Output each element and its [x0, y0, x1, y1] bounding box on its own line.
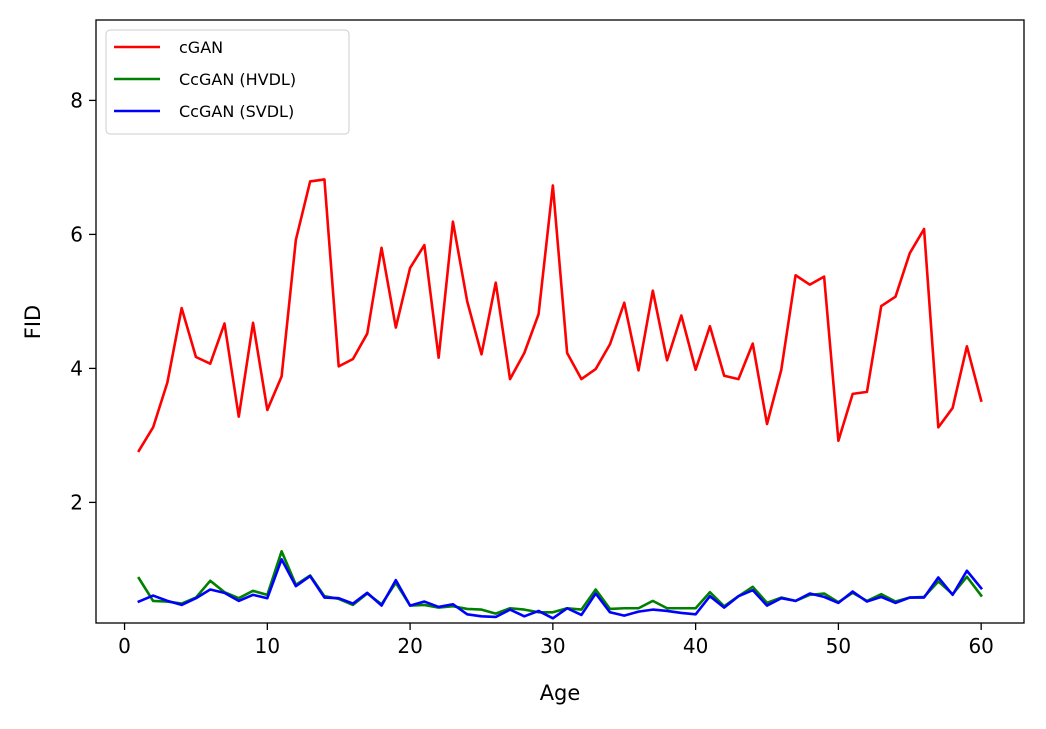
x-tick-label: 0	[118, 634, 131, 658]
plot-frame	[95, 19, 1025, 624]
x-tick-label: 40	[683, 634, 708, 658]
x-tick-label: 10	[255, 634, 280, 658]
x-tick-label: 20	[397, 634, 422, 658]
y-tick-label: 8	[70, 88, 83, 112]
series-layer	[137, 178, 983, 620]
y-tick-label: 2	[70, 490, 83, 514]
x-tick-label: 50	[826, 634, 851, 658]
y-axis: 2 4 6 8	[70, 88, 96, 514]
series-line-2	[137, 558, 983, 620]
x-tick-label: 60	[968, 634, 993, 658]
legend-label: cGAN	[179, 38, 223, 57]
y-tick-label: 4	[70, 356, 83, 380]
x-axis: 0 10 20 30 40 50 60	[118, 623, 994, 658]
legend-label: CcGAN (SVDL)	[179, 102, 294, 121]
legend: cGAN CcGAN (HVDL) CcGAN (SVDL)	[105, 29, 350, 135]
legend-box	[105, 29, 350, 135]
y-tick-label: 6	[70, 222, 83, 246]
legend-label: CcGAN (HVDL)	[179, 70, 296, 89]
x-tick-label: 30	[540, 634, 565, 658]
y-axis-label: FID	[21, 305, 45, 339]
series-line-0	[137, 178, 983, 453]
x-axis-label: Age	[540, 681, 581, 705]
